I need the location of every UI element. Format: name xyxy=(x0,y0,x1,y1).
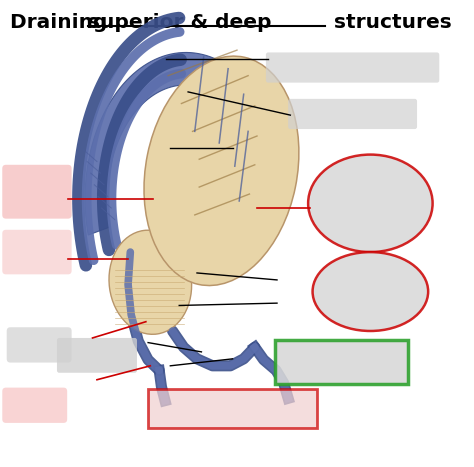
FancyBboxPatch shape xyxy=(7,327,72,362)
Text: structures: structures xyxy=(327,13,452,32)
Ellipse shape xyxy=(308,155,433,252)
Text: superior & deep: superior & deep xyxy=(88,13,272,32)
FancyBboxPatch shape xyxy=(288,99,417,129)
PathPatch shape xyxy=(85,52,283,235)
FancyBboxPatch shape xyxy=(2,165,72,219)
Text: Draining: Draining xyxy=(10,13,115,32)
FancyBboxPatch shape xyxy=(57,338,137,373)
FancyBboxPatch shape xyxy=(266,52,439,83)
Ellipse shape xyxy=(109,230,191,334)
Ellipse shape xyxy=(144,56,299,285)
Ellipse shape xyxy=(312,252,428,331)
FancyBboxPatch shape xyxy=(2,230,72,274)
Bar xyxy=(148,389,317,429)
FancyBboxPatch shape xyxy=(2,388,67,423)
Bar xyxy=(275,340,408,384)
